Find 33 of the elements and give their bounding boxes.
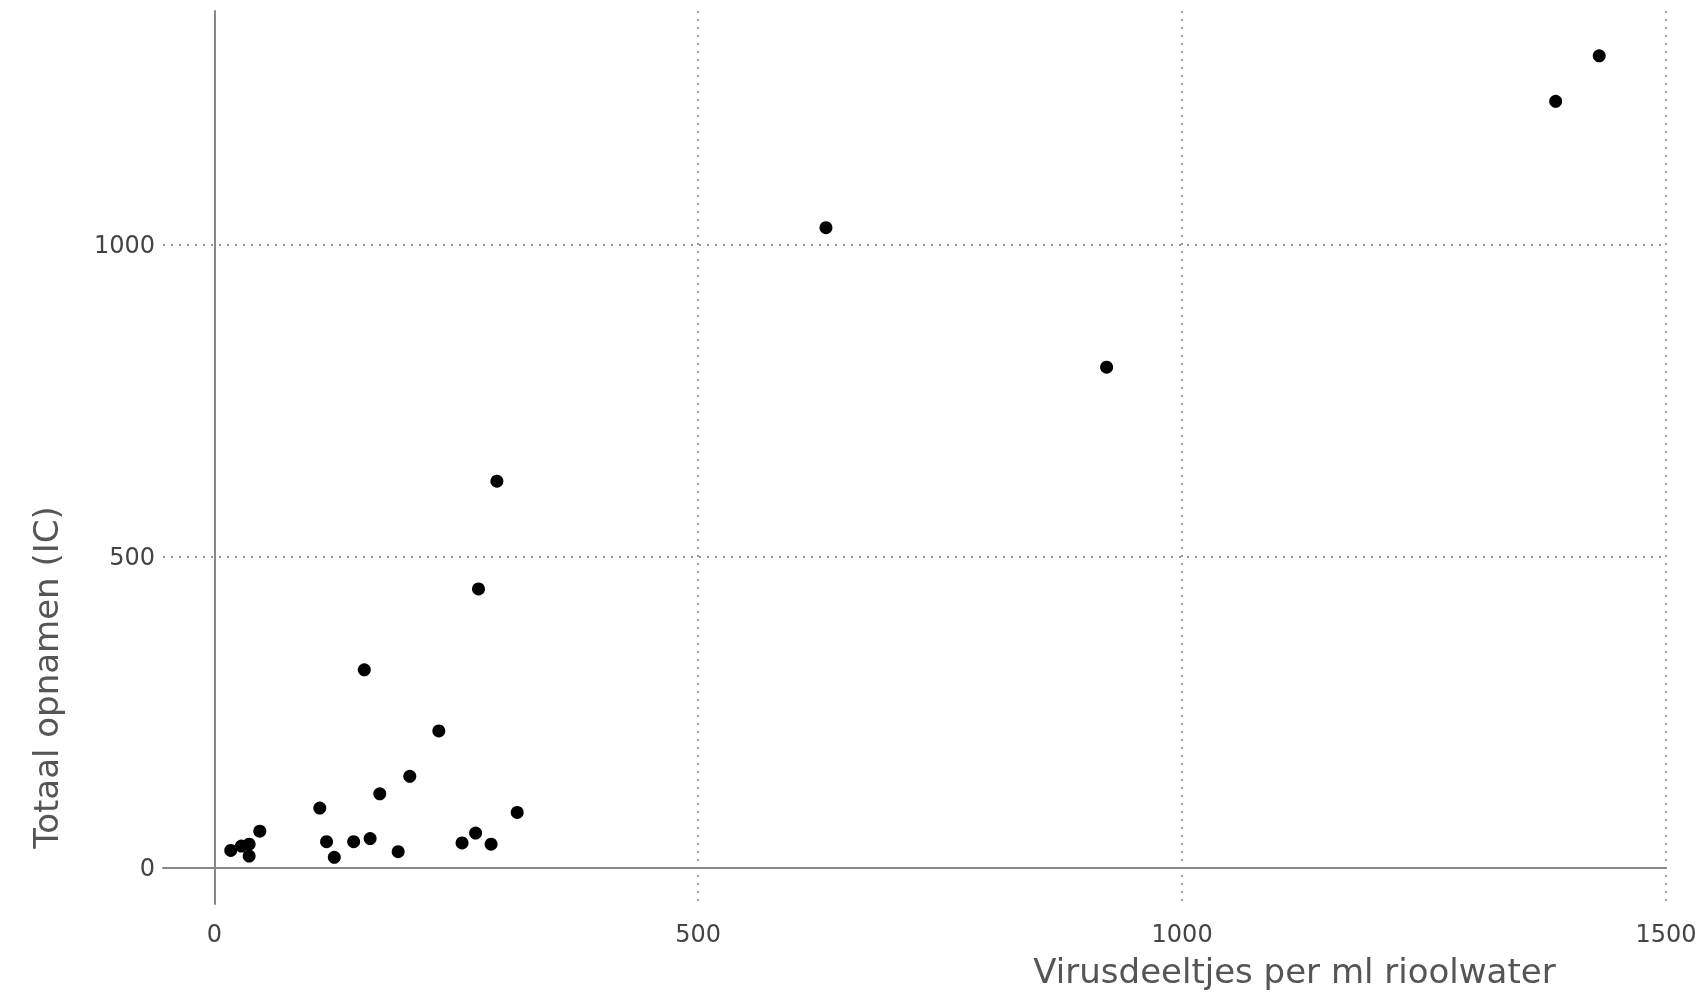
- point: [472, 582, 485, 596]
- point: [327, 850, 341, 864]
- x-tick-label: 500: [675, 920, 722, 948]
- point: [373, 787, 387, 801]
- x-tick-label: 1500: [1635, 920, 1697, 948]
- point: [253, 824, 267, 838]
- point: [242, 849, 256, 863]
- y-axis-title: Totaal opnamen (IC): [26, 506, 66, 850]
- point: [403, 769, 417, 783]
- point: [224, 843, 238, 857]
- y-tick-label: 500: [109, 542, 155, 571]
- point: [432, 724, 446, 738]
- point: [484, 837, 498, 851]
- point: [510, 805, 524, 819]
- point: [455, 836, 469, 850]
- point: [357, 663, 371, 677]
- x-tick-label: 0: [206, 920, 222, 948]
- point: [1549, 94, 1563, 108]
- point: [469, 826, 483, 840]
- point: [1100, 360, 1114, 374]
- x-axis-title: Virusdeeltjes per ml rioolwater: [1033, 951, 1556, 991]
- point: [320, 835, 334, 849]
- point: [490, 474, 504, 488]
- y-tick-label: 0: [139, 853, 155, 882]
- point: [1592, 49, 1606, 63]
- point: [819, 221, 833, 235]
- point: [313, 801, 327, 815]
- point: [391, 845, 405, 859]
- x-tick-label: 1000: [1151, 920, 1213, 948]
- y-tick-label: 1000: [93, 231, 155, 260]
- point: [363, 832, 377, 846]
- point: [347, 835, 361, 849]
- point: [242, 837, 256, 851]
